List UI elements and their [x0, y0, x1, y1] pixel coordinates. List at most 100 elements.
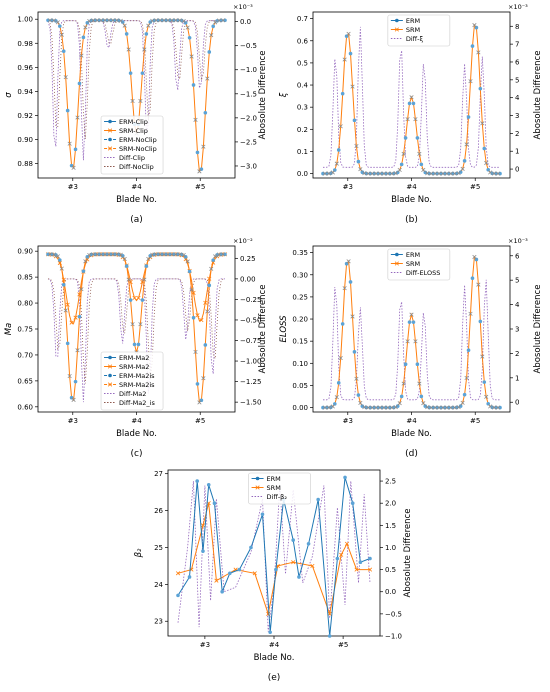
- srm-marker: [177, 252, 182, 257]
- y-tick-label: 0.98: [17, 40, 33, 48]
- diff-series-line: [323, 279, 500, 401]
- y2-axis-label: Abosolute Difference: [258, 285, 268, 374]
- y2-tick-label: 4: [515, 301, 520, 309]
- erm-marker: [415, 136, 420, 140]
- srm-marker: [126, 277, 131, 282]
- srm-marker: [401, 151, 406, 156]
- srm-marker: [456, 405, 461, 410]
- y-tick-label: 0.05: [292, 382, 308, 390]
- srm-marker: [95, 252, 100, 257]
- x-tick-label: #3: [68, 183, 78, 191]
- y-tick-label: 0.3: [297, 104, 308, 112]
- erm-marker: [360, 170, 365, 175]
- erm-marker: [124, 32, 129, 36]
- srm-marker: [51, 18, 56, 23]
- srm-marker: [217, 18, 222, 23]
- srm-marker: [110, 18, 115, 23]
- legend-label: ERM-Ma2: [119, 354, 149, 362]
- srm-marker: [83, 25, 88, 30]
- erm-series-line: [177, 477, 371, 637]
- srm-ma2is-marker: [195, 313, 200, 318]
- y2-tick-label: −0.5: [385, 610, 402, 618]
- legend-label: ERM: [406, 251, 420, 259]
- srm-marker: [488, 170, 493, 175]
- srm-marker: [370, 171, 375, 176]
- erm-marker: [268, 630, 272, 635]
- srm-marker: [385, 405, 390, 410]
- erm-marker: [368, 556, 372, 561]
- x-axis-label: Blade No.: [391, 195, 432, 205]
- srm-marker: [55, 254, 60, 259]
- legend-marker: [108, 355, 112, 360]
- srm-marker: [460, 166, 465, 171]
- legend-box: [387, 14, 451, 47]
- legend-label: SRM-Clip: [119, 127, 148, 135]
- srm-marker: [330, 170, 335, 175]
- srm-marker: [472, 254, 477, 259]
- y-tick-label: 0.5: [297, 59, 308, 67]
- erm-marker: [144, 264, 149, 268]
- srm-marker: [161, 18, 167, 23]
- erm-marker: [486, 401, 490, 406]
- srm-marker: [154, 252, 159, 257]
- legend-label: Diff-Ma2: [119, 390, 146, 398]
- legend-label: SRM-Ma2: [119, 363, 149, 371]
- srm-marker: [114, 18, 119, 23]
- srm-marker: [346, 259, 351, 264]
- erm-marker: [195, 150, 200, 155]
- erm-marker: [220, 589, 224, 594]
- y2-tick-label: 0.0: [385, 588, 396, 596]
- erm-marker: [348, 280, 353, 284]
- srm-marker: [205, 309, 210, 314]
- srm-marker: [393, 171, 398, 176]
- srm-marker: [291, 560, 296, 565]
- legend-marker: [107, 128, 113, 133]
- y2-axis-label: Abosolute Difference: [533, 51, 543, 140]
- srm-marker: [209, 266, 214, 271]
- srm-marker: [71, 397, 76, 402]
- srm-marker: [173, 18, 178, 23]
- y2-tick-label: 0.5: [385, 566, 396, 574]
- erm-marker: [128, 71, 133, 75]
- chart-panel-e: 23 24 25 26 27 −1.0 −0.5 0.0 0.5 1.0 1.5 2.0 2.5 #3 #4…: [130, 458, 420, 688]
- y2-tick-label: −0.5: [240, 42, 257, 50]
- y2-tick-label: 7: [515, 41, 519, 49]
- erm-marker: [249, 545, 253, 550]
- y-tick-label: 24: [154, 581, 163, 589]
- erm-marker: [316, 497, 320, 502]
- x-tick-label: #4: [406, 183, 417, 191]
- srm-marker: [79, 287, 84, 292]
- srm-marker: [425, 405, 430, 410]
- srm-marker: [358, 400, 363, 406]
- srm-marker: [346, 31, 351, 36]
- y-tick-label: 1.00: [17, 16, 33, 24]
- erm-marker: [195, 479, 199, 483]
- figure-caption: (a): [130, 215, 143, 225]
- y2-exponent-label: ×10⁻²: [233, 237, 253, 245]
- y2-tick-label: 6: [515, 252, 520, 260]
- srm-marker: [350, 314, 355, 319]
- figure-caption: (d): [405, 449, 418, 459]
- srm-marker: [252, 571, 257, 576]
- erm-marker: [411, 101, 416, 106]
- srm-marker: [118, 252, 123, 257]
- legend-label: Diff-Ma2_is: [119, 399, 155, 407]
- legend-label: SRM-Ma2is: [119, 381, 155, 389]
- srm-marker: [444, 405, 449, 410]
- erm-marker: [58, 24, 62, 28]
- erm-marker: [350, 501, 355, 505]
- srm-marker: [217, 252, 222, 257]
- srm-marker: [220, 18, 226, 23]
- y2-tick-label: 1.5: [385, 522, 396, 530]
- erm-marker: [187, 35, 192, 40]
- y2-tick-label: 2.0: [385, 500, 396, 508]
- erm-marker: [207, 50, 212, 54]
- erm-marker: [140, 298, 145, 302]
- legend-marker: [108, 119, 112, 124]
- srm-marker: [472, 23, 477, 28]
- erm-marker: [211, 258, 215, 262]
- srm-marker: [366, 171, 371, 176]
- erm-marker: [352, 350, 357, 354]
- srm-marker: [181, 19, 186, 24]
- srm-marker: [480, 121, 485, 126]
